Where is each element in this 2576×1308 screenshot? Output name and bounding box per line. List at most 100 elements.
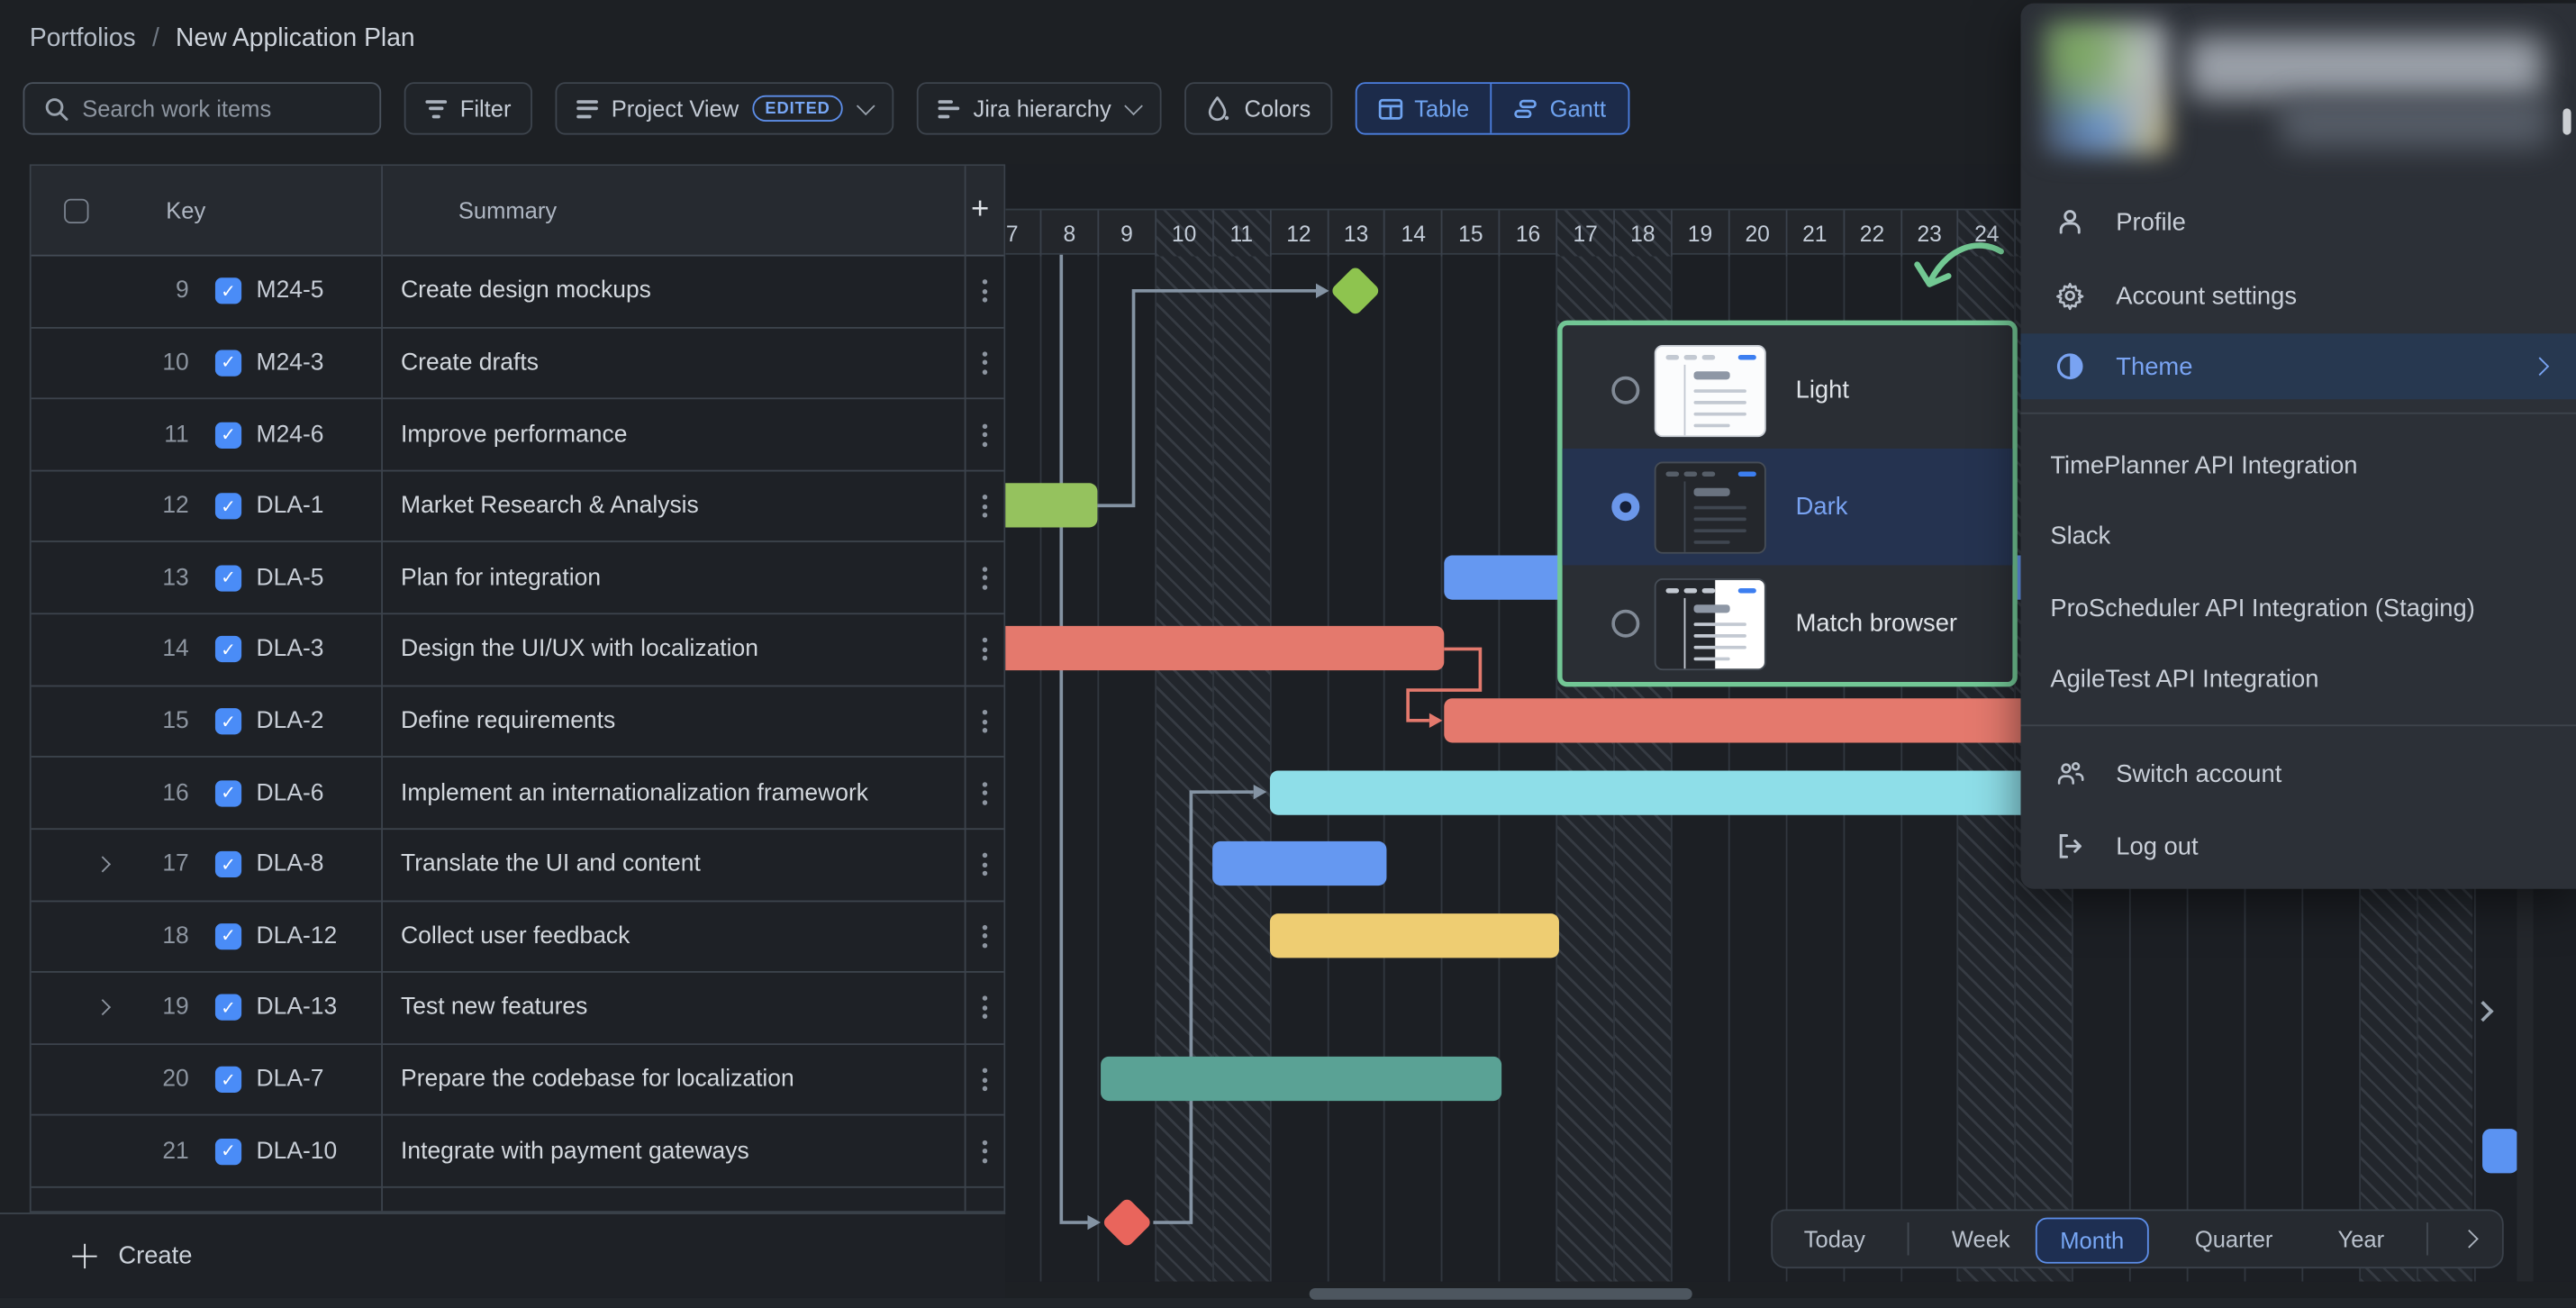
row-checkbox[interactable]: ✓ (214, 779, 242, 806)
issue-key[interactable]: DLA-7 (256, 1066, 324, 1094)
gantt-view-button[interactable]: Gantt (1490, 84, 1628, 133)
gantt-bar[interactable] (1444, 698, 2061, 743)
select-all-checkbox[interactable] (64, 198, 89, 224)
hierarchy-button[interactable]: Jira hierarchy (917, 82, 1163, 135)
issue-key[interactable]: DLA-8 (256, 851, 324, 878)
expand-chevron-icon[interactable] (94, 856, 112, 873)
issue-key[interactable]: M24-3 (256, 350, 324, 377)
timeline-day[interactable]: 14 (1383, 210, 1442, 257)
row-checkbox[interactable]: ✓ (214, 636, 242, 663)
row-menu-button[interactable] (982, 709, 988, 733)
gantt-bar[interactable] (1269, 913, 1559, 958)
timeline-day[interactable]: 7 (1005, 210, 1039, 256)
row-checkbox[interactable]: ✓ (214, 851, 242, 878)
issue-summary[interactable]: Create drafts (401, 350, 539, 377)
issue-summary[interactable]: Define requirements (401, 708, 616, 735)
menu-item-integration[interactable]: AgileTest API Integration (2020, 646, 2576, 712)
issue-summary[interactable]: Test new features (401, 995, 588, 1022)
row-menu-button[interactable] (982, 1067, 988, 1092)
timeline-day[interactable]: 8 (1039, 210, 1098, 257)
issue-key[interactable]: DLA-1 (256, 493, 324, 520)
row-menu-button[interactable] (982, 924, 988, 949)
menu-item-integration[interactable]: ProScheduler API Integration (Staging) (2020, 575, 2576, 640)
timeline-day[interactable]: 23 (1900, 210, 1957, 257)
timeline-day[interactable]: 16 (1498, 210, 1556, 257)
issue-summary[interactable]: Improve performance (401, 421, 628, 449)
row-checkbox[interactable]: ✓ (214, 708, 242, 735)
create-button[interactable]: Create (72, 1242, 192, 1270)
table-row[interactable]: 20 ✓ DLA-7 Prepare the codebase for localiz… (31, 1045, 1004, 1117)
row-checkbox[interactable]: ✓ (214, 277, 242, 304)
breadcrumb-portfolios[interactable]: Portfolios (29, 24, 136, 53)
issue-key[interactable]: M24-5 (256, 277, 324, 304)
table-row[interactable]: 19 ✓ DLA-13 Test new features (31, 973, 1004, 1045)
menu-item-account-settings[interactable]: Account settings (2020, 263, 2576, 329)
row-menu-button[interactable] (982, 781, 988, 805)
menu-item-switch-account[interactable]: Switch account (2020, 741, 2576, 807)
issue-summary[interactable]: Prepare the codebase for localization (401, 1066, 794, 1094)
table-row[interactable]: 14 ✓ DLA-3 Design the UI/UX with localizati… (31, 614, 1004, 686)
timeline-day[interactable]: 17 (1556, 210, 1614, 257)
add-column-button[interactable]: + (970, 192, 990, 227)
theme-option-light[interactable]: Light (1563, 332, 2013, 449)
timescale-month-button[interactable]: Month (2035, 1217, 2149, 1264)
table-row[interactable]: 10 ✓ M24-3 Create drafts (31, 328, 1004, 400)
timeline-day[interactable]: 13 (1326, 210, 1384, 257)
timescale-week-button[interactable]: Week (1951, 1225, 2010, 1252)
table-row[interactable]: 16 ✓ DLA-6 Implement an internationalizatio… (31, 758, 1004, 830)
summary-column-header[interactable]: Summary (458, 196, 558, 224)
row-checkbox[interactable]: ✓ (214, 922, 242, 950)
issue-key[interactable]: DLA-10 (256, 1138, 338, 1165)
radio-button[interactable] (1611, 609, 1640, 638)
row-checkbox[interactable]: ✓ (214, 421, 242, 449)
issue-key[interactable]: DLA-5 (256, 565, 324, 592)
row-menu-button[interactable] (982, 351, 988, 375)
gantt-bar[interactable] (1269, 769, 2061, 815)
expand-chevron-icon[interactable] (94, 999, 112, 1017)
row-checkbox[interactable]: ✓ (214, 493, 242, 520)
row-checkbox[interactable]: ✓ (214, 350, 242, 377)
menu-item-theme[interactable]: Theme (2020, 333, 2576, 400)
table-row[interactable]: 11 ✓ M24-6 Improve performance (31, 400, 1004, 472)
colors-button[interactable]: Colors (1184, 82, 1332, 135)
row-menu-button[interactable] (982, 495, 988, 518)
table-row[interactable]: 17 ✓ DLA-8 Translate the UI and content (31, 830, 1004, 902)
issue-summary[interactable]: Implement an internationalization framew… (401, 779, 868, 806)
timeline-day[interactable]: 10 (1154, 210, 1212, 257)
gantt-bar[interactable] (1005, 626, 1445, 671)
table-row[interactable]: 18 ✓ DLA-12 Collect user feedback (31, 902, 1004, 974)
filter-button[interactable]: Filter (404, 82, 533, 135)
row-checkbox[interactable]: ✓ (214, 1138, 242, 1165)
issue-key[interactable]: DLA-6 (256, 779, 324, 806)
issue-key[interactable]: DLA-2 (256, 708, 324, 735)
gantt-bar[interactable] (1005, 483, 1098, 528)
theme-option-dark[interactable]: Dark (1562, 448, 2013, 566)
table-row[interactable]: 9 ✓ M24-5 Create design mockups (31, 257, 1004, 329)
gantt-bar[interactable] (2481, 1128, 2518, 1173)
issue-summary[interactable]: Integrate with payment gateways (401, 1138, 749, 1165)
timeline-day[interactable]: 15 (1441, 210, 1499, 257)
row-menu-button[interactable] (982, 566, 988, 590)
timeline-day[interactable]: 18 (1613, 210, 1671, 257)
timeline-day[interactable]: 12 (1269, 210, 1327, 257)
timeline-day[interactable]: 22 (1842, 210, 1900, 257)
timeline-day[interactable]: 9 (1097, 210, 1155, 257)
row-menu-button[interactable] (982, 422, 988, 447)
timescale-today-button[interactable]: Today (1803, 1225, 1865, 1252)
issue-summary[interactable]: Plan for integration (401, 565, 602, 592)
timeline-day[interactable]: 21 (1785, 210, 1843, 257)
row-checkbox[interactable]: ✓ (214, 565, 242, 592)
issue-key[interactable]: DLA-13 (256, 995, 338, 1022)
row-menu-button[interactable] (982, 638, 988, 661)
row-checkbox[interactable]: ✓ (214, 995, 242, 1022)
issue-summary[interactable]: Design the UI/UX with localization (401, 636, 758, 663)
project-view-button[interactable]: Project View EDITED (555, 82, 894, 135)
table-row[interactable]: 15 ✓ DLA-2 Define requirements (31, 686, 1004, 758)
timeline-day[interactable]: 19 (1670, 210, 1728, 257)
table-row[interactable]: 21 ✓ DLA-10 Integrate with payment gateways (31, 1116, 1004, 1188)
timescale-next-button[interactable] (2460, 1211, 2479, 1267)
row-menu-button[interactable] (982, 853, 988, 877)
table-view-button[interactable]: Table (1356, 84, 1491, 133)
timeline-day[interactable]: 20 (1728, 210, 1785, 257)
radio-button[interactable] (1611, 493, 1640, 522)
